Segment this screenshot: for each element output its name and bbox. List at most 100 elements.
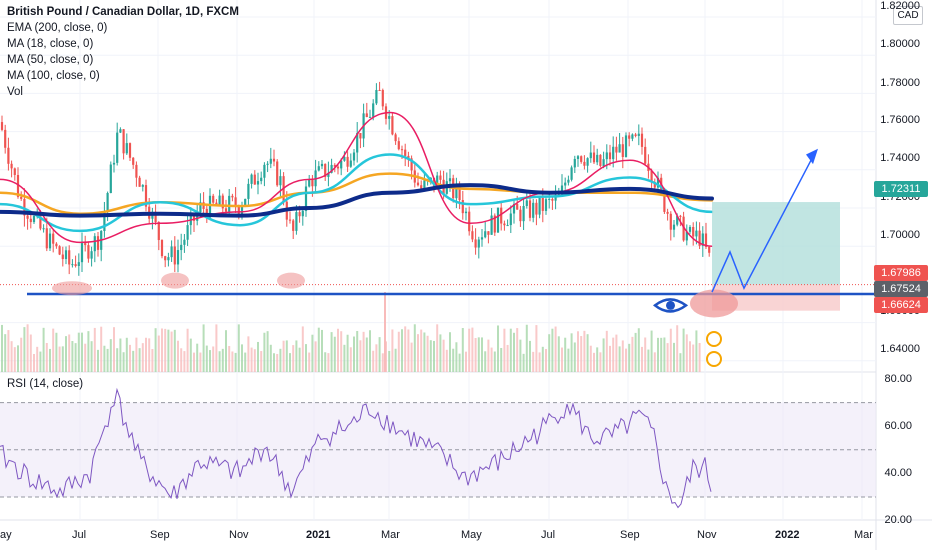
candle-body xyxy=(365,113,368,118)
candle-body xyxy=(61,254,64,260)
candle-body xyxy=(455,185,458,199)
volume-spike-bar xyxy=(384,292,386,372)
volume-bar xyxy=(455,342,458,372)
volume-bar xyxy=(7,330,10,372)
candle-body xyxy=(487,231,490,235)
candle-body xyxy=(23,198,26,216)
volume-bar xyxy=(26,324,29,372)
volume-bar xyxy=(650,330,653,372)
candle-body xyxy=(525,200,528,206)
volume-bar xyxy=(465,351,467,372)
indicator-ma50[interactable]: MA (50, close, 0) xyxy=(7,54,94,66)
volume-bar xyxy=(554,326,557,372)
volume-bar xyxy=(164,328,167,372)
volume-bar xyxy=(682,328,685,372)
volume-bar xyxy=(173,329,176,372)
volume-bar xyxy=(593,352,595,372)
volume-bar xyxy=(295,340,298,372)
volume-bar xyxy=(695,330,698,372)
volume-bar xyxy=(250,347,253,372)
support-touch-highlight xyxy=(161,272,189,289)
volume-bar xyxy=(285,340,288,372)
candle-body xyxy=(644,146,647,164)
volume-bar xyxy=(461,328,464,372)
volume-bar xyxy=(346,334,349,372)
volume-bar xyxy=(500,347,503,372)
currency-badge[interactable]: CAD xyxy=(893,6,923,25)
volume-bar xyxy=(33,353,35,372)
candle-body xyxy=(397,141,400,150)
volume-bar xyxy=(605,330,608,372)
volume-bar xyxy=(490,347,493,372)
volume-bar xyxy=(170,331,173,372)
volume-bar xyxy=(634,332,637,372)
candle-body xyxy=(154,211,157,223)
candle-body xyxy=(359,133,362,139)
date-tick: Sep xyxy=(620,529,640,541)
candle-body xyxy=(605,152,608,160)
rsi-tick: 40.00 xyxy=(884,467,912,479)
volume-bar xyxy=(119,338,122,372)
indicator-ma100[interactable]: MA (100, close, 0) xyxy=(7,70,100,82)
candle-body xyxy=(519,209,522,222)
indicator-volume[interactable]: Vol xyxy=(7,86,23,98)
volume-bar xyxy=(218,351,221,372)
candle-body xyxy=(400,149,404,151)
volume-bar xyxy=(135,337,138,372)
candle-body xyxy=(650,170,653,183)
candle-body xyxy=(64,250,68,260)
canada-event-flag-icon[interactable] xyxy=(706,351,722,367)
volume-bar xyxy=(356,330,359,372)
candle-body xyxy=(592,152,596,163)
volume-bar xyxy=(673,342,675,372)
volume-bar xyxy=(247,336,250,372)
candle-body xyxy=(522,205,525,222)
candle-body xyxy=(484,231,487,238)
volume-bar xyxy=(362,331,365,372)
date-tick: ay xyxy=(0,529,12,541)
candle-body xyxy=(224,208,228,212)
candle-body xyxy=(186,225,189,240)
volume-bar xyxy=(263,332,266,372)
candle-body xyxy=(279,176,282,186)
volume-bar xyxy=(599,352,602,372)
candle-body xyxy=(260,177,263,182)
candle-body xyxy=(708,246,711,253)
volume-bar xyxy=(509,328,512,372)
volume-bar xyxy=(161,328,163,372)
rsi-label[interactable]: RSI (14, close) xyxy=(7,378,84,390)
volume-bar xyxy=(183,351,186,372)
candle-body xyxy=(551,198,554,201)
symbol-title[interactable]: British Pound / Canadian Dollar, 1D, FXC… xyxy=(7,6,239,18)
price-tick: 1.78000 xyxy=(880,77,920,89)
volume-bar xyxy=(375,344,378,372)
candle-body xyxy=(538,197,541,215)
volume-bar xyxy=(244,352,247,372)
ma50-line xyxy=(0,153,714,233)
volume-bar xyxy=(289,353,291,372)
indicator-ma18[interactable]: MA (18, close, 0) xyxy=(7,38,94,50)
volume-bar xyxy=(81,332,83,372)
candle-body xyxy=(276,161,279,186)
volume-bar xyxy=(359,340,362,372)
volume-bar xyxy=(506,344,509,372)
volume-bar xyxy=(404,326,407,372)
candle-body xyxy=(74,264,77,266)
volume-bar xyxy=(628,343,631,372)
target-zone xyxy=(712,202,840,285)
volume-bar xyxy=(260,351,263,372)
volume-bar xyxy=(621,340,624,372)
candle-body xyxy=(237,206,240,214)
candle-body xyxy=(7,147,10,164)
candle-body xyxy=(634,134,637,136)
indicator-ema200[interactable]: EMA (200, close, 0) xyxy=(7,22,108,34)
volume-bar xyxy=(618,346,621,372)
volume-bar xyxy=(141,343,144,372)
candle-body xyxy=(618,144,621,153)
candle-body xyxy=(448,178,452,182)
volume-bar xyxy=(647,349,650,372)
uk-event-flag-icon[interactable] xyxy=(706,331,722,347)
candle-body xyxy=(336,166,340,169)
price-tick: 1.74000 xyxy=(880,152,920,164)
